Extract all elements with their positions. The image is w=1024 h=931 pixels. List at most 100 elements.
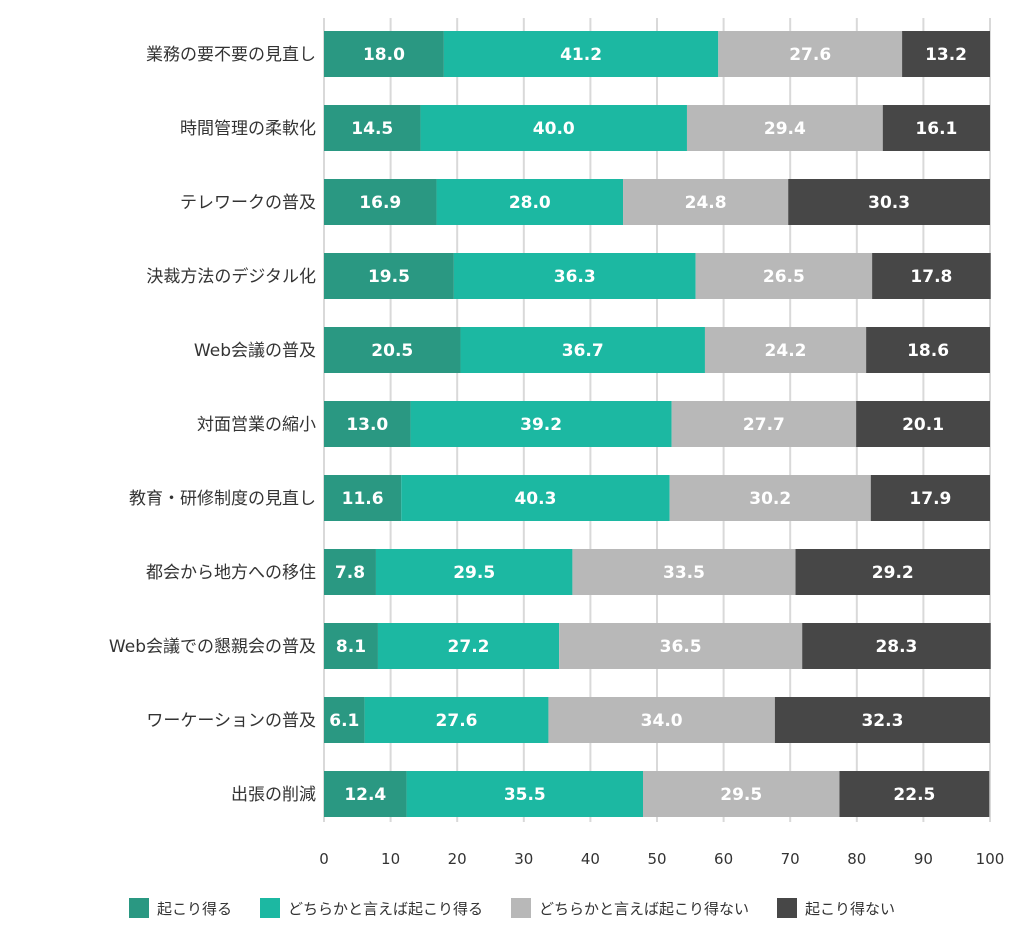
bar-segment xyxy=(882,105,990,151)
data-label: 40.0 xyxy=(533,119,575,139)
data-label: 29.4 xyxy=(764,119,806,139)
bar-segment xyxy=(324,179,437,225)
data-label: 13.0 xyxy=(346,415,388,435)
bar-segment xyxy=(866,327,990,373)
bar-segment xyxy=(870,475,990,521)
data-label: 11.6 xyxy=(342,489,384,509)
data-label: 32.3 xyxy=(861,711,903,731)
data-label: 36.3 xyxy=(554,267,596,287)
data-label: 29.2 xyxy=(872,563,914,583)
data-label: 29.5 xyxy=(720,785,762,805)
bar-segment xyxy=(686,105,883,151)
data-label: 24.8 xyxy=(685,193,727,213)
data-label: 20.5 xyxy=(371,341,413,361)
data-label: 27.6 xyxy=(436,711,478,731)
bar-segment xyxy=(788,179,990,225)
bar-segment xyxy=(443,31,719,77)
x-tick-label: 60 xyxy=(714,850,733,868)
x-tick-label: 0 xyxy=(319,850,329,868)
category-label: Web会議での懇親会の普及 xyxy=(109,637,316,657)
bar-segment xyxy=(406,771,644,817)
data-label: 19.5 xyxy=(368,267,410,287)
bar-segment xyxy=(559,623,803,669)
data-label: 36.5 xyxy=(660,637,702,657)
legend-label: 起こり得ない xyxy=(805,899,896,918)
data-label: 33.5 xyxy=(663,563,705,583)
data-label: 36.7 xyxy=(562,341,604,361)
x-tick-label: 30 xyxy=(514,850,533,868)
legend-item: 起こり得る xyxy=(128,898,232,919)
category-label: 対面営業の縮小 xyxy=(197,415,316,435)
category-label: 時間管理の柔軟化 xyxy=(180,119,316,139)
data-label: 6.1 xyxy=(329,711,359,731)
data-label: 17.9 xyxy=(909,489,951,509)
data-label: 40.3 xyxy=(514,489,556,509)
bar-segment xyxy=(324,623,378,669)
bar-segment xyxy=(802,623,991,669)
bar-segment xyxy=(718,31,903,77)
bar-segment xyxy=(795,549,990,595)
bar-segment xyxy=(324,771,407,817)
bar-segment xyxy=(669,475,871,521)
bar-segment xyxy=(856,401,990,447)
bar-segment xyxy=(324,475,402,521)
data-label: 35.5 xyxy=(504,785,546,805)
bar-segment xyxy=(324,697,365,743)
bar-segment xyxy=(324,549,376,595)
bar-segment xyxy=(623,179,789,225)
bar-segment xyxy=(375,549,573,595)
data-label: 29.5 xyxy=(453,563,495,583)
bar-segment xyxy=(695,253,873,299)
bar-segment xyxy=(839,771,990,817)
bar-segment xyxy=(902,31,990,77)
labels: 0 10 20 30 40 50 60 70 80 90 100 業務の要不要の見直し 18.0 41.2… xyxy=(109,45,1004,868)
x-tick-label: 70 xyxy=(781,850,800,868)
bar-segment xyxy=(324,31,444,77)
category-label: Web会議の普及 xyxy=(194,341,316,361)
data-label: 28.3 xyxy=(875,637,917,657)
legend-swatch xyxy=(128,898,149,918)
data-label: 22.5 xyxy=(893,785,935,805)
bar-segment xyxy=(401,475,670,521)
data-label: 7.8 xyxy=(335,563,365,583)
x-tick-label: 100 xyxy=(976,850,1005,868)
legend-item: どちらかと言えば起こり得ない xyxy=(511,898,749,919)
bar-segment xyxy=(436,179,624,225)
bar-segment xyxy=(453,253,696,299)
bar-segment xyxy=(572,549,796,595)
x-tick-label: 50 xyxy=(647,850,666,868)
data-label: 30.3 xyxy=(868,193,910,213)
legend-swatch xyxy=(259,898,280,918)
data-label: 34.0 xyxy=(641,711,683,731)
data-label: 17.8 xyxy=(910,267,952,287)
bar-segment xyxy=(671,401,857,447)
stacked-bar-chart: 0 10 20 30 40 50 60 70 80 90 100 業務の要不要の見直し 18.0 41.2… xyxy=(109,18,1004,868)
legend: 起こり得る どちらかと言えば起こり得る どちらかと言えば起こり得ない 起こり得ない xyxy=(0,893,1024,923)
data-label: 20.1 xyxy=(902,415,944,435)
x-tick-label: 10 xyxy=(381,850,400,868)
bar-segment xyxy=(548,697,775,743)
x-tick-label: 20 xyxy=(448,850,467,868)
bar-segment xyxy=(872,253,991,299)
bar-segment xyxy=(324,327,461,373)
data-label: 16.1 xyxy=(915,119,957,139)
bar-segment xyxy=(420,105,687,151)
x-tick-label: 40 xyxy=(581,850,600,868)
data-label: 8.1 xyxy=(336,637,366,657)
data-label: 30.2 xyxy=(749,489,791,509)
data-label: 12.4 xyxy=(344,785,386,805)
bar-segment xyxy=(324,253,454,299)
bar-segment xyxy=(643,771,840,817)
data-label: 13.2 xyxy=(925,45,967,65)
legend-label: どちらかと言えば起こり得ない xyxy=(539,899,750,918)
bars xyxy=(324,31,991,817)
data-label: 26.5 xyxy=(763,267,805,287)
data-label: 27.7 xyxy=(743,415,785,435)
x-tick-label: 80 xyxy=(847,850,866,868)
bar-segment xyxy=(704,327,867,373)
legend-item: 起こり得ない xyxy=(777,898,895,919)
bar-segment xyxy=(324,401,411,447)
legend-swatch xyxy=(777,898,798,918)
legend-item: どちらかと言えば起こり得る xyxy=(259,898,483,919)
category-label: ワーケーションの普及 xyxy=(146,711,316,731)
